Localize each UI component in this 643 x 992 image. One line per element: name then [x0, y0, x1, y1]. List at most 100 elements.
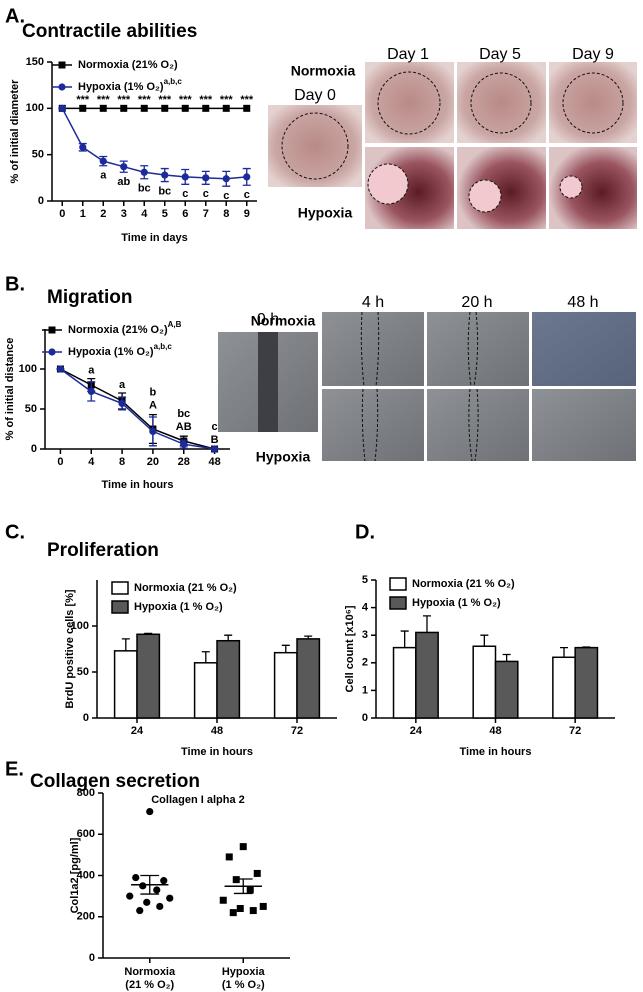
marker: [99, 157, 107, 165]
marker: [120, 104, 128, 112]
marker: [140, 104, 148, 112]
legend-label: Hypoxia (1 % O₂): [134, 601, 223, 613]
marker: [140, 168, 148, 176]
marker: [99, 104, 107, 112]
bar: [392, 646, 417, 719]
marker: [236, 905, 244, 912]
x-tick-label: 48: [211, 725, 223, 737]
y-tick-label: 2: [362, 657, 368, 669]
photo-label: 0 h: [257, 311, 279, 328]
bar: [574, 646, 599, 719]
y-axis-label: % of initial diameter: [9, 79, 21, 184]
marker: [120, 163, 128, 171]
annotation: ab: [117, 176, 130, 188]
y-tick-label: 100: [19, 363, 37, 375]
annotation: bc: [158, 185, 171, 197]
contraction-photos: Day 0 Day 1 Day 5 Day 9 Normoxia Hypoxia: [268, 46, 637, 229]
annotation: c: [182, 188, 188, 200]
y-tick-label: 0: [83, 712, 89, 724]
y-tick-label: 0: [362, 712, 368, 724]
marker: [56, 365, 65, 373]
x-tick-label: (21 % O₂): [125, 979, 174, 991]
migration-photos: 4 h 20 h 48 h 0 h Normoxia Hypoxia: [218, 294, 636, 465]
marker: [156, 902, 164, 911]
legend-label: Normoxia (21 % O₂): [412, 578, 515, 590]
photo: [532, 312, 636, 386]
error-bar: [281, 644, 290, 653]
marker: [181, 173, 189, 181]
marker: [210, 445, 219, 453]
y-tick-label: 50: [25, 403, 37, 415]
photo-label: Day 0: [294, 87, 336, 104]
y-tick-label: 3: [362, 629, 368, 641]
marker: [118, 399, 126, 407]
x-tick-label: 24: [410, 725, 423, 737]
row-label: Hypoxia: [298, 205, 353, 221]
photo-label: 20 h: [461, 294, 492, 311]
marker: [222, 175, 230, 183]
marker: [58, 83, 66, 91]
marker: [126, 892, 134, 900]
y-tick-label: 50: [32, 149, 44, 161]
chart-title: Contractile abilities: [22, 21, 197, 42]
marker: [58, 104, 66, 112]
x-tick-label: 4: [88, 456, 95, 468]
marker: [139, 882, 147, 890]
bar: [494, 660, 519, 719]
y-axis-label: % of initial distance: [4, 338, 16, 441]
annotation: a: [119, 379, 126, 391]
y-tick-label: 0: [89, 952, 95, 964]
legend-label: Normoxia (21 % O₂): [134, 582, 237, 594]
legend-label: Hypoxia (1% O₂)a,b,c: [78, 77, 182, 93]
legend-name: Normoxia (21 % O₂): [412, 578, 515, 590]
y-tick-label: 4: [362, 602, 369, 614]
marker: [136, 906, 144, 915]
marker: [160, 877, 168, 885]
x-tick-label: Hypoxia: [222, 966, 266, 978]
error-bar: [201, 651, 210, 663]
outline: [281, 112, 349, 180]
annotation: c: [244, 189, 250, 201]
bar: [552, 656, 576, 719]
series-line: [60, 368, 215, 450]
annotation: ***: [220, 94, 234, 106]
annotation: A: [149, 400, 157, 412]
x-tick-label: 2: [100, 208, 106, 220]
marker: [79, 104, 87, 112]
y-axis-label: BrdU positive cells [%]: [64, 589, 76, 709]
legend-swatch: [111, 581, 129, 595]
x-tick-label: 48: [208, 456, 220, 468]
x-tick-label: 1: [80, 208, 86, 220]
legend-name: Hypoxia (1% O₂): [78, 81, 164, 93]
sem-bar: [140, 874, 160, 895]
error-bar: [560, 646, 569, 658]
error-bar: [480, 634, 489, 647]
gel: [367, 163, 409, 205]
x-tick-label: 0: [57, 456, 63, 468]
chart-panel: E. Collagen secretion Collagen I alpha 2 0 2…: [5, 758, 290, 991]
gel: [559, 175, 583, 199]
marker: [219, 896, 227, 904]
annotation: ***: [179, 94, 193, 106]
marker: [253, 869, 261, 877]
annotation: ***: [158, 94, 172, 106]
bar: [216, 639, 241, 719]
photo-label: 4 h: [362, 294, 384, 311]
row-label: Normoxia: [291, 63, 356, 79]
y-axis-label: Col1a2 [pg/ml]: [69, 837, 81, 913]
annotation: c: [223, 190, 229, 202]
chart-subtitle: Collagen I alpha 2: [151, 794, 245, 806]
legend-label: Hypoxia (1% O₂)a,b,c: [68, 342, 172, 358]
legend-superscript: a,b,c: [164, 77, 183, 86]
annotation: bc: [177, 408, 190, 420]
marker: [146, 807, 154, 816]
marker: [48, 326, 56, 334]
panel-label: C.: [5, 521, 25, 543]
x-axis-label: Time in days: [121, 232, 187, 244]
photo: [268, 105, 362, 187]
y-tick-label: 5: [362, 574, 368, 586]
marker: [243, 173, 251, 181]
